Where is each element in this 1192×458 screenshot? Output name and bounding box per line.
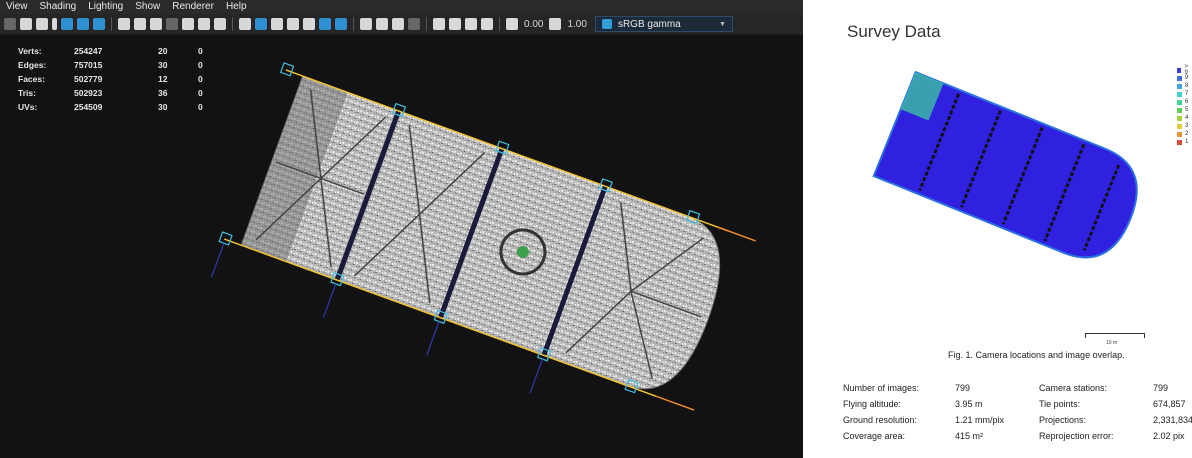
image-overlap-map (863, 68, 1163, 278)
figure-caption: Fig. 1. Camera locations and image overl… (948, 350, 1125, 360)
survey-info-left: Number of images: 799 Flying altitude: 3.9… (843, 380, 1004, 444)
3d-viewport-panel[interactable]: View Shading Lighting Show Renderer Help (0, 0, 803, 458)
info-row: Tie points: 674,857 (1039, 396, 1192, 412)
info-row: Projections: 2,331,834 (1039, 412, 1192, 428)
info-row: Flying altitude: 3.95 m (843, 396, 1004, 412)
info-row: Reprojection error: 2.02 pix (1039, 428, 1192, 444)
axis-x-bottom (657, 396, 695, 410)
legend-item: 1 (1177, 138, 1192, 146)
page-title: Survey Data (847, 22, 941, 42)
photogrammetry-mesh-view[interactable] (0, 0, 803, 458)
survey-info-right: Camera stations: 799 Tie points: 674,857 P… (1039, 380, 1192, 444)
legend-item: 5 (1177, 106, 1192, 114)
legend-item: 8 (1177, 82, 1192, 90)
scale-bar-label: 10 m (1106, 340, 1117, 346)
legend-item: 6 (1177, 98, 1192, 106)
info-row: Camera stations: 799 (1039, 380, 1192, 396)
info-row: Coverage area: 415 m² (843, 428, 1004, 444)
legend-item: 2 (1177, 130, 1192, 138)
legend-item: 4 (1177, 114, 1192, 122)
info-row: Ground resolution: 1.21 mm/pix (843, 412, 1004, 428)
legend-item: 3 (1177, 122, 1192, 130)
survey-report-panel: Survey Data > 9 9 8 7 6 5 4 3 2 1 10 m F… (803, 0, 1192, 458)
scale-bar (1085, 333, 1145, 338)
axis-x-top (718, 227, 756, 241)
info-row: Number of images: 799 (843, 380, 1004, 396)
legend-item: 7 (1177, 90, 1192, 98)
legend-item: > 9 (1177, 66, 1192, 74)
overlap-legend: > 9 9 8 7 6 5 4 3 2 1 (1177, 66, 1192, 146)
